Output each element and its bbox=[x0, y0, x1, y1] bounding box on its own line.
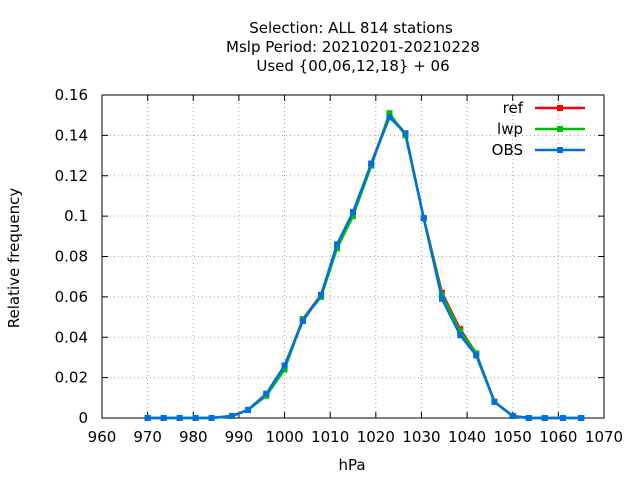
data-point-obs bbox=[457, 332, 464, 339]
data-point-obs bbox=[245, 406, 252, 413]
data-point-obs bbox=[509, 412, 516, 419]
data-point-obs bbox=[318, 291, 325, 298]
legend-label-lwp: lwp bbox=[497, 120, 523, 138]
data-point-obs bbox=[386, 114, 393, 121]
chart-title-line-1: Selection: ALL 814 stations bbox=[249, 19, 453, 37]
x-tick-label: 1060 bbox=[539, 428, 577, 446]
x-tick-label: 970 bbox=[133, 428, 162, 446]
x-tick-label: 980 bbox=[179, 428, 208, 446]
x-tick-label: 1000 bbox=[265, 428, 303, 446]
data-point-obs bbox=[420, 215, 427, 222]
data-point-obs bbox=[299, 318, 306, 325]
chart-title-line-3: Used {00,06,12,18} + 06 bbox=[256, 57, 449, 75]
x-tick-label: 1010 bbox=[311, 428, 349, 446]
data-point-lwp bbox=[281, 366, 288, 373]
plot-frame bbox=[101, 94, 605, 419]
data-point-obs bbox=[192, 415, 199, 421]
data-point-obs bbox=[541, 415, 548, 421]
data-point-obs bbox=[334, 241, 341, 248]
y-tick-label: 0.1 bbox=[64, 207, 88, 225]
data-point-obs bbox=[578, 415, 585, 421]
series-layer bbox=[144, 110, 585, 421]
chart-title-line-2: Mslp Period: 20210201-20210228 bbox=[226, 38, 480, 56]
y-tick-label: 0.12 bbox=[55, 167, 88, 185]
data-point-lwp bbox=[350, 213, 356, 220]
y-tick-label: 0.16 bbox=[55, 86, 88, 104]
series-line-ref bbox=[147, 113, 582, 420]
y-axis-label: Relative frequency bbox=[5, 188, 23, 329]
y-tick-label: 0.04 bbox=[55, 328, 88, 346]
x-tick-label: 1070 bbox=[585, 428, 623, 446]
x-tick-label: 1020 bbox=[357, 428, 395, 446]
data-point-obs bbox=[263, 390, 270, 397]
data-point-lwp bbox=[457, 328, 464, 335]
x-tick-label: 1040 bbox=[448, 428, 486, 446]
data-point-obs bbox=[176, 415, 183, 421]
y-tick-label: 0 bbox=[78, 409, 88, 427]
y-tick-label: 0.02 bbox=[55, 369, 88, 387]
legend-marker-lwp bbox=[557, 126, 563, 132]
data-point-obs bbox=[473, 352, 480, 359]
y-tick-label: 0.14 bbox=[55, 126, 88, 144]
data-point-obs bbox=[229, 412, 236, 419]
y-tick-label: 0.06 bbox=[55, 288, 88, 306]
legend-label-ref: ref bbox=[503, 99, 524, 117]
data-point-obs bbox=[368, 160, 375, 167]
x-tick-label: 1030 bbox=[402, 428, 440, 446]
x-axis-label: hPa bbox=[338, 456, 365, 474]
data-point-obs bbox=[208, 415, 215, 421]
legend-marker-obs bbox=[557, 147, 563, 153]
legend-label-obs: OBS bbox=[492, 141, 523, 159]
data-point-obs bbox=[525, 415, 532, 421]
x-tick-label: 1050 bbox=[494, 428, 532, 446]
data-point-lwp bbox=[386, 110, 393, 117]
data-point-obs bbox=[281, 362, 288, 369]
data-point-obs bbox=[491, 398, 498, 405]
ticks-layer: 960 970 980 990 1000 1010 1020 1030 1040 1050 1060… bbox=[55, 86, 624, 446]
data-point-obs bbox=[438, 295, 445, 302]
grid-layer bbox=[101, 94, 605, 419]
legend: ref lwp OBS bbox=[492, 99, 585, 159]
data-point-obs bbox=[350, 209, 356, 216]
data-point-obs bbox=[160, 415, 167, 421]
data-point-obs bbox=[144, 415, 151, 421]
x-tick-label: 990 bbox=[225, 428, 254, 446]
data-point-obs bbox=[402, 130, 409, 137]
data-point-obs bbox=[559, 415, 566, 421]
x-tick-label: 960 bbox=[88, 428, 117, 446]
y-tick-label: 0.08 bbox=[55, 248, 88, 266]
series-line-obs bbox=[147, 115, 582, 420]
legend-marker-ref bbox=[557, 105, 563, 111]
